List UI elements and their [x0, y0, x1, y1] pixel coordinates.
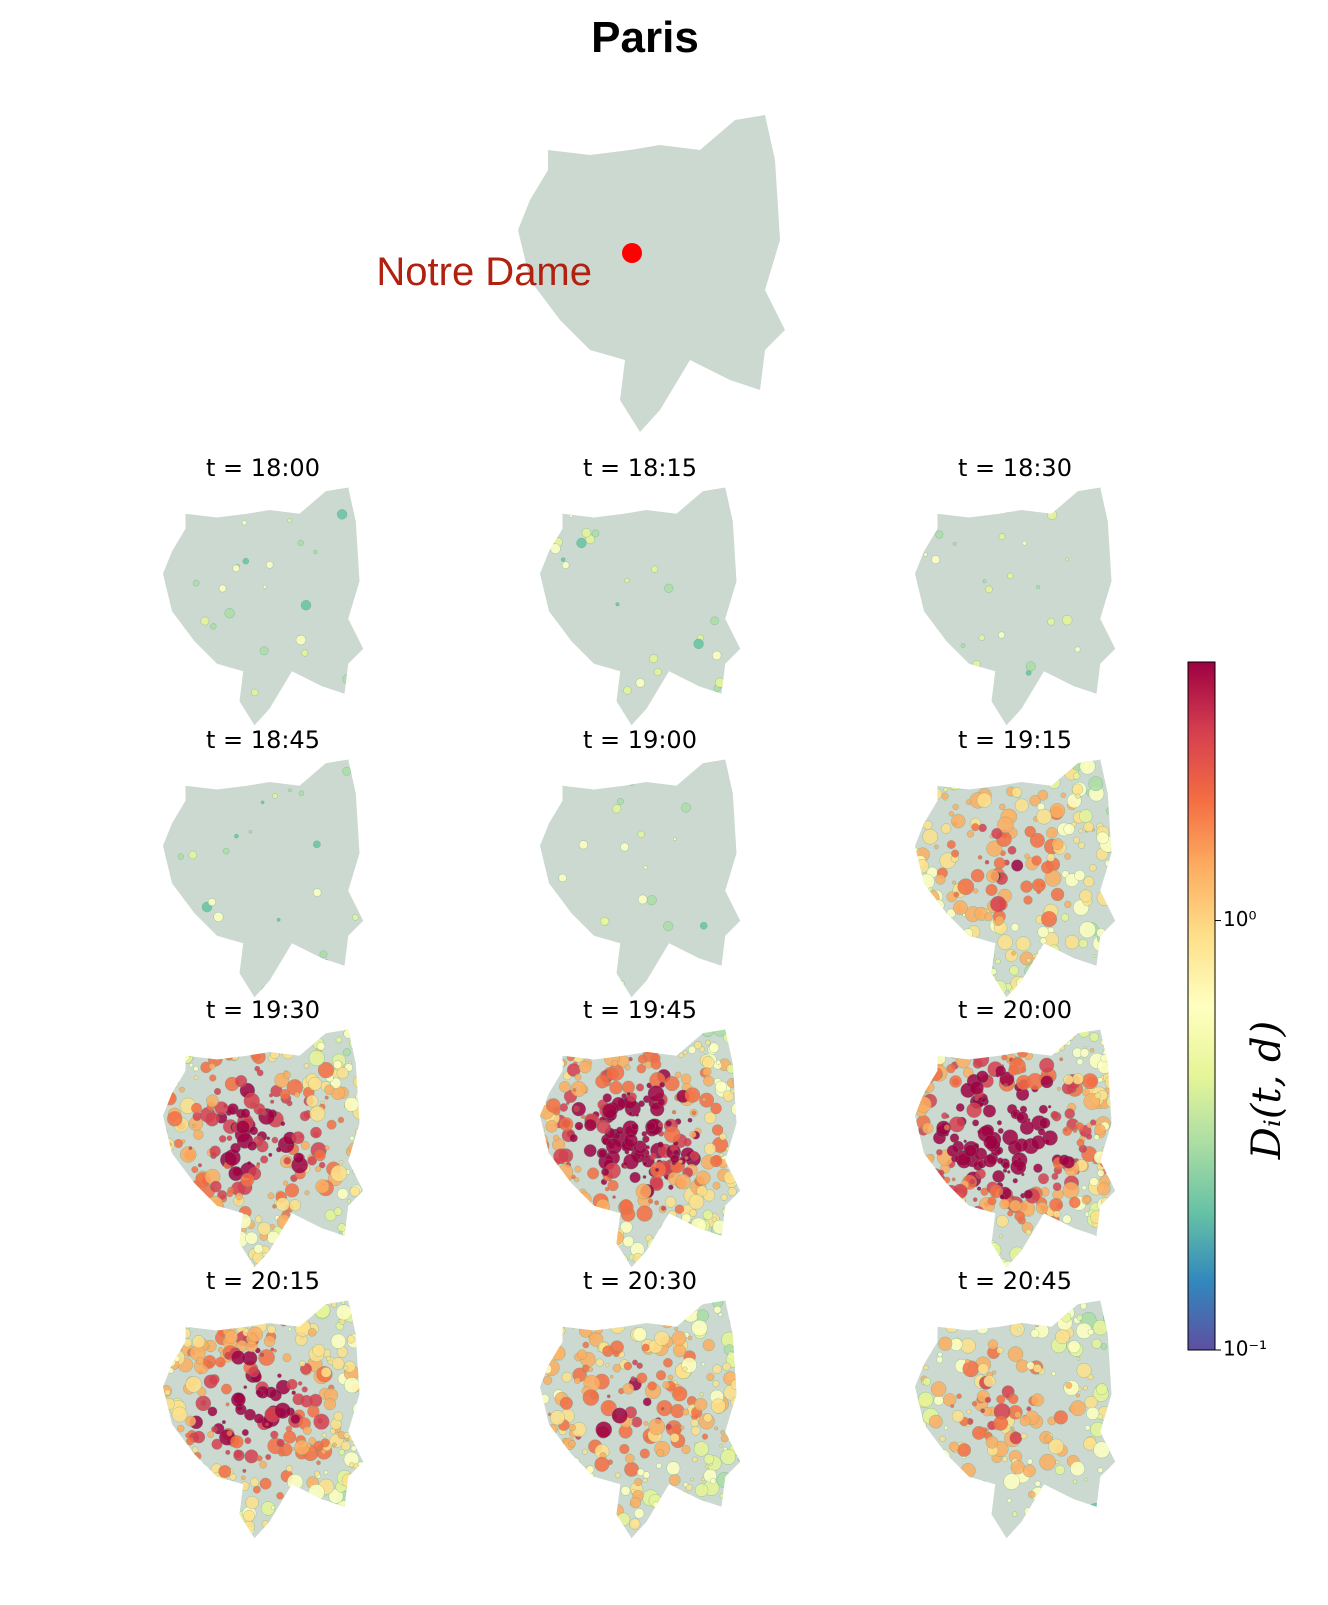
panel-map: [915, 759, 1116, 998]
title: Paris: [591, 13, 699, 62]
panel-map: [163, 1300, 364, 1539]
panel-label: t = 18:30: [958, 454, 1072, 482]
panel-label: t = 20:45: [958, 1267, 1072, 1295]
landmark-dot: [622, 243, 642, 263]
panel-map: [163, 759, 364, 998]
panel-label: t = 18:00: [206, 454, 320, 482]
panel-map: [540, 487, 741, 726]
panel-label: t = 20:15: [206, 1267, 320, 1295]
panel-label: t = 19:30: [206, 996, 320, 1024]
colorbar-label: Dᵢ(t, d): [1244, 1021, 1290, 1160]
landmark-label: Notre Dame: [376, 250, 592, 294]
panel-label: t = 19:00: [583, 726, 697, 754]
panel-map: [540, 759, 741, 998]
panel-label: t = 19:15: [958, 726, 1072, 754]
panel-map: [540, 1029, 741, 1268]
panel-map: [915, 487, 1116, 726]
panel-map: [163, 1029, 364, 1268]
panel-label: t = 18:45: [206, 726, 320, 754]
panel-map: [540, 1300, 741, 1539]
panel-map: [915, 1300, 1116, 1539]
panel-map: [163, 487, 364, 726]
colorbar-tick-label: 10⁰: [1223, 907, 1256, 931]
panel-label: t = 20:30: [583, 1267, 697, 1295]
panel-label: t = 20:00: [958, 996, 1072, 1024]
panel-map: [915, 1029, 1116, 1268]
colorbar-tick-label: 10⁻¹: [1223, 1337, 1267, 1361]
colorbar: [1187, 661, 1216, 1351]
panel-label: t = 19:45: [583, 996, 697, 1024]
panel-label: t = 18:15: [583, 454, 697, 482]
